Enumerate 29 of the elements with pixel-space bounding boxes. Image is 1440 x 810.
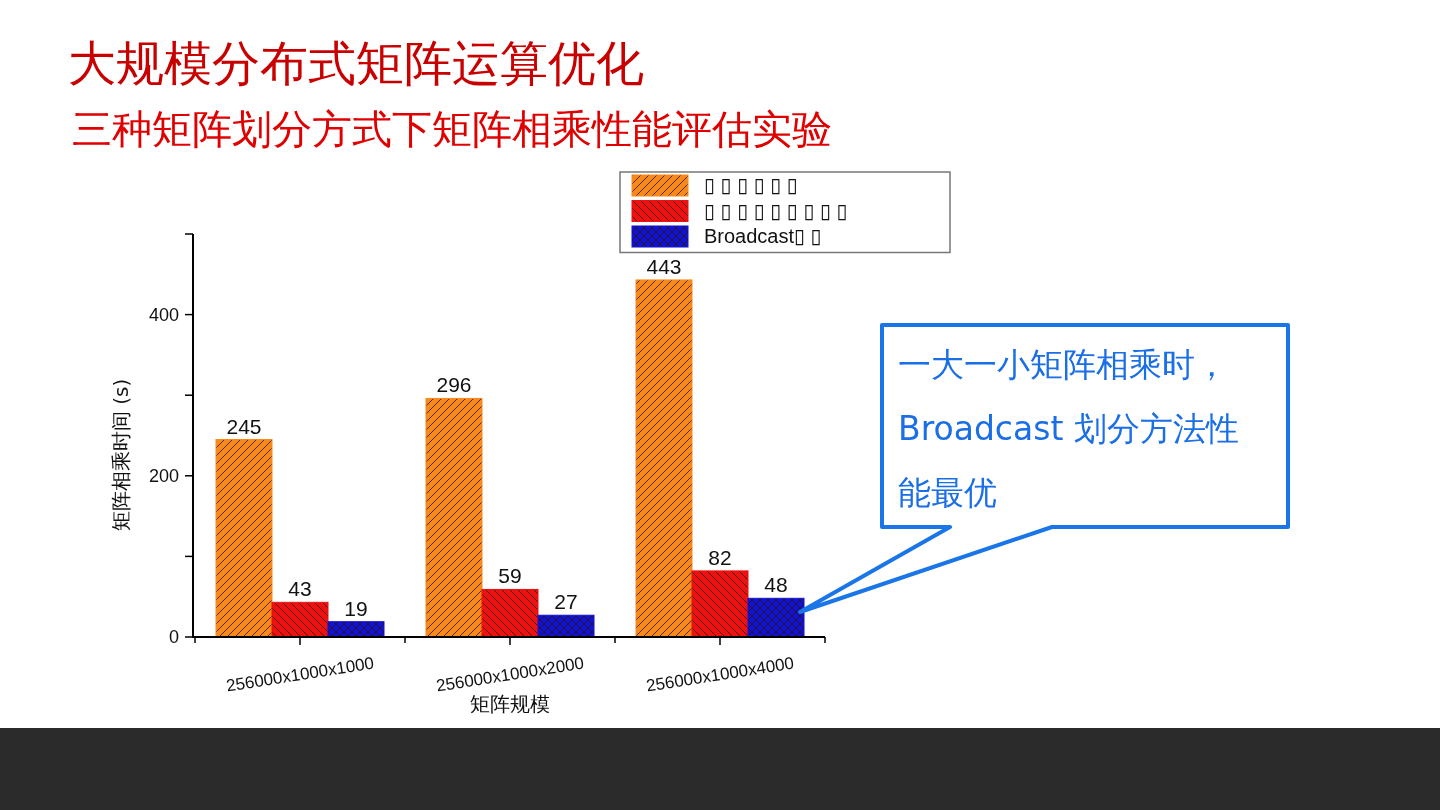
data-label: 48 <box>764 573 788 597</box>
y-tick-label: 200 <box>148 465 179 486</box>
data-label: 82 <box>708 545 732 569</box>
legend-label: ▯ ▯ ▯ ▯ ▯ ▯ ▯ ▯ ▯ <box>704 199 848 222</box>
bar <box>327 621 385 638</box>
legend-label: ▯ ▯ ▯ ▯ ▯ ▯ <box>704 174 798 196</box>
data-label: 59 <box>498 564 522 588</box>
bar <box>747 597 805 638</box>
data-label: 443 <box>646 254 682 278</box>
bar <box>691 570 749 638</box>
data-label: 245 <box>226 414 262 438</box>
bar <box>215 439 273 638</box>
legend-label: Broadcast▯ ▯ <box>704 225 822 247</box>
x-axis-title: 矩阵规模 <box>470 692 550 716</box>
bar <box>425 397 483 638</box>
bar <box>537 614 595 638</box>
y-tick-label: 0 <box>168 627 179 647</box>
chart-subtitle: 三种矩阵划分方式下矩阵相乘性能评估实验 <box>72 106 832 152</box>
chart-title: 大规模分布式矩阵运算优化 <box>68 35 644 91</box>
data-label: 43 <box>288 577 312 601</box>
data-label: 19 <box>344 596 368 620</box>
bar <box>271 601 329 638</box>
bar <box>635 279 693 638</box>
y-axis-title: 矩阵相乘时间 (s) <box>109 378 133 532</box>
data-label: 296 <box>436 373 472 397</box>
data-label: 27 <box>554 590 578 614</box>
y-tick-label: 400 <box>148 304 179 325</box>
text: 一大一小矩阵相乘时，Broadcast 划分方法性能最优 <box>898 344 1240 514</box>
bar <box>481 588 539 638</box>
